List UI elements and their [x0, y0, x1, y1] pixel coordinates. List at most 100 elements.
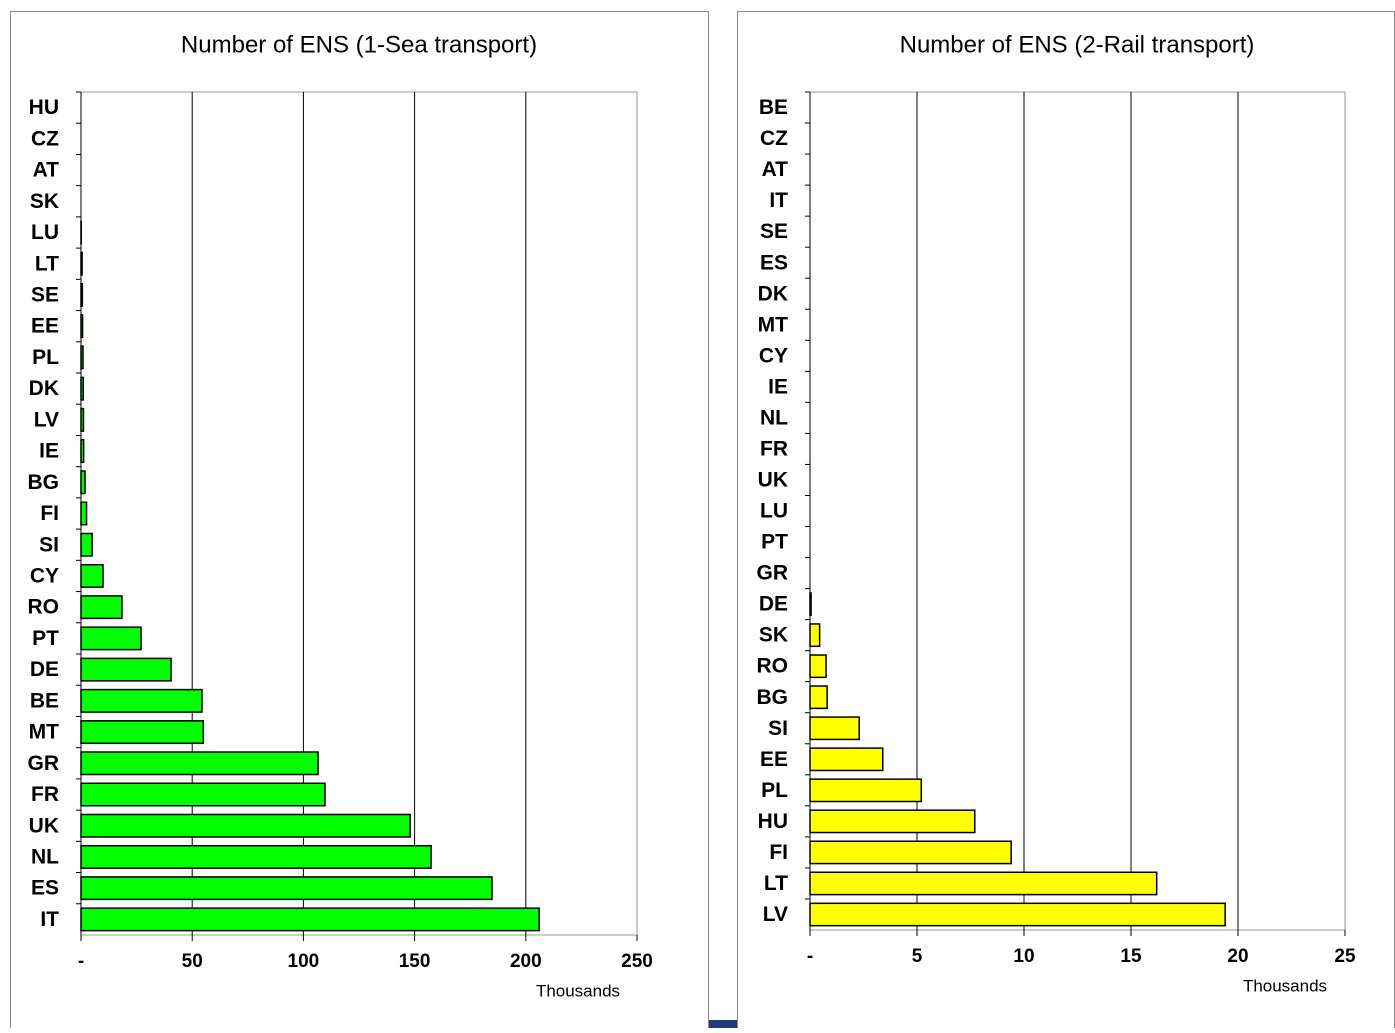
y-tick-label: SK	[759, 624, 788, 647]
panel-frame	[11, 12, 709, 1029]
bar	[810, 903, 1225, 925]
y-tick-label: GR	[757, 562, 789, 585]
y-tick-label: ES	[760, 251, 788, 274]
y-tick-label: HU	[29, 96, 59, 119]
y-tick-label: BG	[757, 686, 789, 709]
bar	[81, 846, 431, 868]
y-tick-label: CZ	[31, 127, 59, 150]
bar	[81, 690, 202, 712]
bar	[81, 814, 410, 836]
y-tick-label: SI	[39, 533, 59, 556]
bar	[810, 841, 1011, 863]
bar	[81, 658, 171, 680]
y-tick-label: ES	[31, 877, 59, 900]
x-tick-label: -	[78, 951, 84, 972]
x-tick-label: 50	[182, 951, 203, 972]
bar	[810, 593, 811, 615]
y-tick-label: IE	[39, 440, 59, 463]
y-tick-label: SK	[30, 190, 59, 213]
y-tick-label: PT	[32, 627, 59, 650]
y-tick-label: FR	[31, 783, 59, 806]
y-tick-label: MT	[29, 721, 59, 744]
y-tick-label: FR	[760, 437, 788, 460]
x-tick-label: 15	[1120, 946, 1142, 967]
y-tick-label: DE	[30, 658, 59, 681]
bar	[81, 908, 539, 930]
y-tick-label: FI	[769, 841, 788, 864]
y-tick-label: MT	[758, 313, 788, 336]
bar	[81, 627, 141, 649]
y-tick-label: FI	[40, 502, 59, 525]
bar	[81, 533, 92, 555]
y-tick-label: PT	[761, 531, 788, 554]
y-tick-label: IT	[40, 908, 59, 931]
x-tick-label: 100	[288, 951, 320, 972]
y-tick-label: LV	[34, 408, 59, 431]
y-tick-label: BE	[759, 96, 788, 119]
x-tick-label: 10	[1013, 946, 1034, 967]
y-tick-label: EE	[31, 315, 59, 338]
bar	[81, 440, 84, 462]
y-tick-label: LT	[764, 872, 788, 895]
chart-title: Number of ENS (2-Rail transport)	[900, 31, 1255, 58]
y-tick-label: BE	[30, 689, 59, 712]
bar	[81, 471, 85, 493]
y-tick-label: CZ	[760, 127, 788, 150]
bar	[810, 655, 826, 677]
bar	[81, 721, 203, 743]
y-tick-label: HU	[758, 810, 788, 833]
y-tick-label: NL	[760, 406, 788, 429]
bar	[81, 596, 122, 618]
x-tick-label: 150	[399, 951, 431, 972]
y-tick-label: LU	[31, 221, 59, 244]
x-tick-label: 5	[912, 946, 923, 967]
bar	[81, 409, 83, 431]
y-tick-label: AT	[33, 159, 60, 182]
y-tick-label: IT	[769, 189, 788, 212]
y-tick-label: BG	[28, 471, 60, 494]
y-tick-label: SE	[760, 220, 788, 243]
y-tick-label: SE	[31, 283, 59, 306]
x-tick-label: -	[807, 946, 813, 967]
y-tick-label: DK	[29, 377, 59, 400]
decoration	[709, 1020, 737, 1028]
chart-title: Number of ENS (1-Sea transport)	[181, 31, 537, 58]
bar	[810, 810, 975, 832]
y-tick-label: CY	[30, 564, 59, 587]
bar	[81, 783, 325, 805]
y-tick-label: NL	[31, 845, 59, 868]
y-tick-label: RO	[28, 596, 60, 619]
x-tick-label: 250	[621, 951, 653, 972]
bar	[81, 502, 87, 524]
bar	[810, 717, 859, 739]
bar	[81, 877, 492, 899]
bar	[81, 565, 103, 587]
bar	[810, 779, 921, 801]
x-tick-label: 25	[1334, 946, 1356, 967]
y-tick-label: CY	[759, 344, 788, 367]
y-tick-label: DE	[759, 593, 788, 616]
bar	[810, 624, 820, 646]
y-tick-label: AT	[762, 158, 789, 181]
bar	[81, 252, 82, 274]
bar	[81, 377, 83, 399]
plot-frame	[81, 92, 637, 935]
bar	[810, 748, 883, 770]
y-tick-label: LT	[35, 252, 59, 275]
y-tick-label: IE	[768, 375, 788, 398]
bar	[810, 686, 827, 708]
y-tick-label: UK	[29, 814, 59, 837]
y-tick-label: LU	[760, 500, 788, 523]
y-tick-label: PL	[32, 346, 59, 369]
x-axis-label: Thousands	[536, 981, 620, 1000]
y-tick-label: DK	[758, 282, 788, 305]
x-tick-label: 20	[1227, 946, 1248, 967]
y-tick-label: GR	[28, 752, 60, 775]
y-tick-label: RO	[757, 655, 789, 678]
bar	[81, 315, 83, 337]
y-tick-label: EE	[760, 748, 788, 771]
y-tick-label: LV	[763, 903, 788, 926]
x-tick-label: 200	[510, 951, 542, 972]
